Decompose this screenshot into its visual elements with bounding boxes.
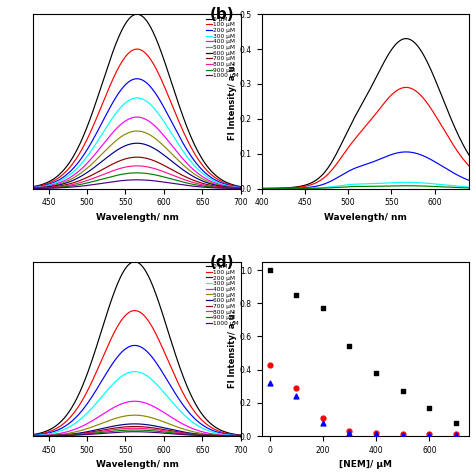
Point xyxy=(399,430,407,438)
Point xyxy=(399,431,407,439)
Legend: 0 μM, 100 μM, 200 μM, 300 μM, 400 μM, 500 μM, 600 μM, 700 μM, 800 μM, 900 μM, 10: 0 μM, 100 μM, 200 μM, 300 μM, 400 μM, 50… xyxy=(205,16,239,79)
X-axis label: [NEM]/ μM: [NEM]/ μM xyxy=(339,460,392,469)
Point xyxy=(426,431,433,439)
Text: (d): (d) xyxy=(210,255,234,270)
Point xyxy=(399,387,407,395)
Point xyxy=(346,343,353,350)
Point xyxy=(266,361,273,368)
Legend: 0 μM, 100 μM, 200 μM, 300 μM, 400 μM, 500 μM, 600 μM, 700 μM, 800 μM, 900 μM, 10: 0 μM, 100 μM, 200 μM, 300 μM, 400 μM, 50… xyxy=(205,264,239,327)
Point xyxy=(372,430,380,438)
Point xyxy=(319,304,327,312)
Y-axis label: FI Intensity/ a.u.: FI Intensity/ a.u. xyxy=(228,63,237,140)
Text: (b): (b) xyxy=(210,7,234,22)
Point xyxy=(292,291,300,299)
X-axis label: Wavelength/ nm: Wavelength/ nm xyxy=(324,213,407,222)
Point xyxy=(292,392,300,400)
Point xyxy=(346,429,353,437)
Point xyxy=(372,369,380,377)
X-axis label: Wavelength/ nm: Wavelength/ nm xyxy=(96,460,178,469)
Point xyxy=(319,414,327,421)
Point xyxy=(452,419,460,427)
Point xyxy=(372,429,380,437)
Point xyxy=(292,384,300,392)
X-axis label: Wavelength/ nm: Wavelength/ nm xyxy=(96,213,178,222)
Point xyxy=(452,430,460,438)
Point xyxy=(319,419,327,427)
Point xyxy=(266,266,273,274)
Point xyxy=(346,427,353,435)
Y-axis label: FI Intensity/ a.u.: FI Intensity/ a.u. xyxy=(228,310,237,388)
Point xyxy=(426,404,433,411)
Point xyxy=(452,431,460,439)
Point xyxy=(266,379,273,387)
Point xyxy=(426,430,433,438)
